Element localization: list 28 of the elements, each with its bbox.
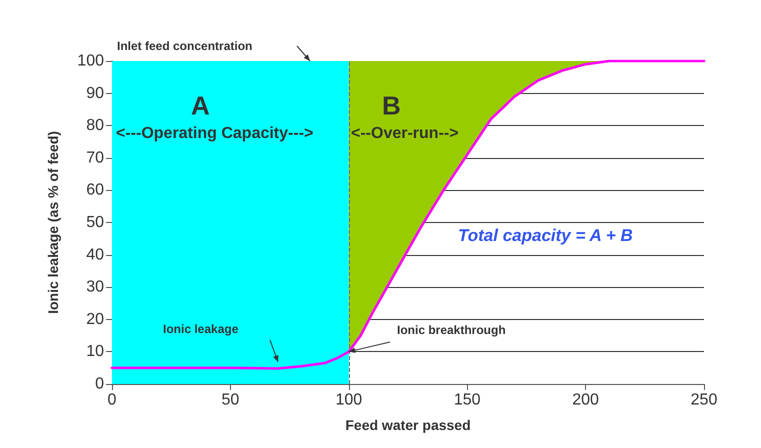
x-tick-label: 0 — [108, 392, 117, 408]
y-tick-label: 90 — [86, 84, 104, 102]
y-tick-label: 100 — [77, 52, 104, 70]
annotation: B — [382, 90, 401, 120]
x-tick-label: 100 — [335, 392, 362, 408]
y-tick-label: 50 — [86, 214, 104, 231]
annotation: Ionic leakage — [163, 322, 239, 336]
text: Inlet feed concentration — [117, 38, 252, 53]
x-tick-label: 150 — [454, 392, 481, 408]
line-series — [110, 60, 706, 370]
y-tick-label: 40 — [86, 246, 104, 264]
y-tick-label: 80 — [86, 117, 104, 134]
annotation: <---Operating Capacity---> — [116, 124, 314, 142]
x-tick-label: 250 — [690, 392, 718, 408]
annotation: A — [191, 90, 210, 120]
y-tick-label: 0 — [95, 376, 104, 392]
x-tick-label: 50 — [222, 392, 240, 408]
annotation: Total capacity = A + B — [458, 226, 633, 245]
y-tick-label: 30 — [86, 278, 104, 296]
annotation: Ionic breakthrough — [397, 322, 506, 337]
y-tick-label: 60 — [86, 182, 104, 199]
y-tick-label: 10 — [86, 343, 104, 360]
x-tick-label: 200 — [572, 392, 600, 408]
y-tick-label: 70 — [86, 149, 104, 166]
y-axis-title: Ionic leakage (as % of feed) — [45, 131, 61, 314]
y-tick-label: 20 — [86, 310, 104, 328]
x-axis-title: Feed water passed — [345, 417, 471, 433]
annotation: <--Over-run--> — [351, 124, 459, 142]
